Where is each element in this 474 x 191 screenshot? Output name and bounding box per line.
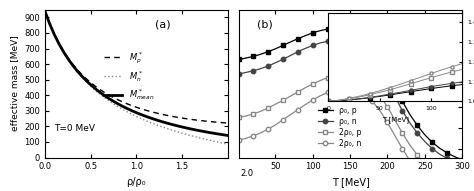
Text: 2.0: 2.0 [240, 169, 254, 178]
Text: (b): (b) [257, 19, 273, 29]
Y-axis label: effective mass [MeV]: effective mass [MeV] [10, 36, 19, 131]
Legend: ρ₀, p, ρ₀, n, 2ρ₀, p, 2ρ₀, n: ρ₀, p, ρ₀, n, 2ρ₀, p, 2ρ₀, n [314, 103, 365, 151]
X-axis label: ρ/ρ₀: ρ/ρ₀ [127, 177, 146, 187]
X-axis label: T [MeV]: T [MeV] [332, 177, 370, 187]
Text: (a): (a) [155, 19, 170, 29]
Legend: $M_p^*$, $M_n^*$, $M_{mean}^*$: $M_p^*$, $M_n^*$, $M_{mean}^*$ [100, 47, 157, 105]
Text: T=0 MeV: T=0 MeV [54, 124, 95, 133]
